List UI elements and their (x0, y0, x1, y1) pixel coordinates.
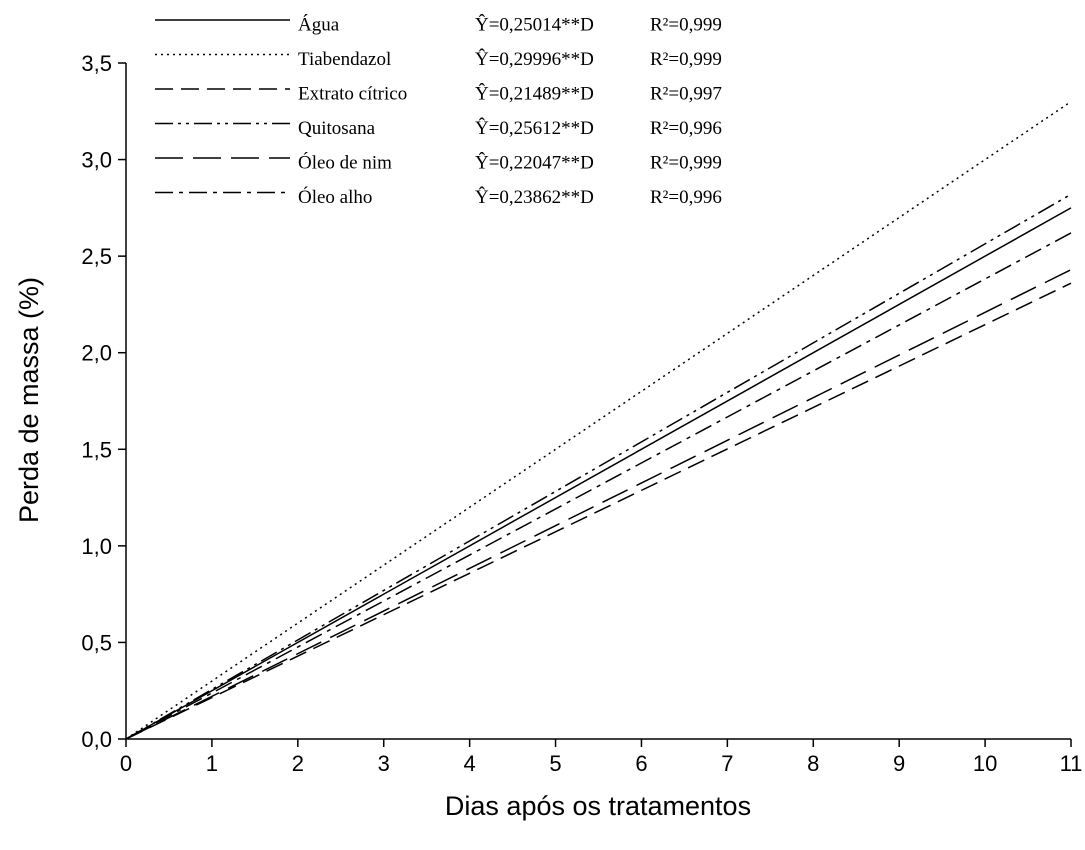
legend-equation: Ŷ=0,23862**D (475, 186, 594, 208)
y-tick-label: 0,5 (81, 630, 112, 655)
legend-r2: R²=0,997 (650, 83, 722, 104)
series-line (125, 282, 1072, 740)
series-line (125, 268, 1072, 740)
y-tick-label: 1,0 (81, 534, 112, 559)
y-axis-label: Perda de massa (%) (14, 277, 44, 523)
x-tick-label: 4 (464, 751, 476, 776)
y-tick-label: 3,0 (81, 148, 112, 173)
x-tick-label: 11 (1060, 751, 1083, 776)
legend-label: Extrato cítrico (298, 83, 407, 104)
legend-equation: Ŷ=0,21489**D (475, 82, 594, 104)
legend-label: Água (298, 13, 340, 35)
x-tick-label: 2 (292, 751, 304, 776)
legend-r2: R²=0,996 (650, 118, 722, 139)
y-tick-label: 1,5 (81, 437, 112, 462)
x-tick-label: 7 (721, 751, 733, 776)
y-tick-label: 0,0 (81, 727, 112, 752)
x-tick-label: 1 (206, 751, 218, 776)
y-tick-label: 3,5 (81, 51, 112, 76)
legend-r2: R²=0,999 (650, 49, 722, 70)
legend-r2: R²=0,999 (650, 14, 722, 35)
x-tick-label: 10 (973, 751, 997, 776)
x-tick-label: 3 (378, 751, 390, 776)
x-tick-label: 5 (549, 751, 561, 776)
series-line (125, 207, 1072, 740)
y-tick-label: 2,0 (81, 341, 112, 366)
legend-label: Óleo de nim (298, 151, 392, 173)
legend-r2: R²=0,996 (650, 187, 722, 208)
legend-label: Tiabendazol (298, 49, 391, 70)
x-tick-label: 0 (120, 751, 132, 776)
legend-r2: R²=0,999 (650, 152, 722, 173)
x-tick-label: 8 (807, 751, 819, 776)
series-line (125, 232, 1072, 740)
series-line (125, 193, 1072, 740)
y-tick-label: 2,5 (81, 244, 112, 269)
legend-equation: Ŷ=0,29996**D (475, 48, 594, 70)
legend-label: Quitosana (298, 118, 376, 139)
series-line (125, 101, 1072, 740)
legend-equation: Ŷ=0,25612**D (475, 117, 594, 139)
x-tick-label: 6 (635, 751, 647, 776)
legend-equation: Ŷ=0,25014**D (475, 13, 594, 35)
x-tick-label: 9 (893, 751, 905, 776)
x-axis-label: Dias após os tratamentos (445, 791, 751, 821)
legend-label: Óleo alho (298, 186, 372, 208)
legend-equation: Ŷ=0,22047**D (475, 151, 594, 173)
